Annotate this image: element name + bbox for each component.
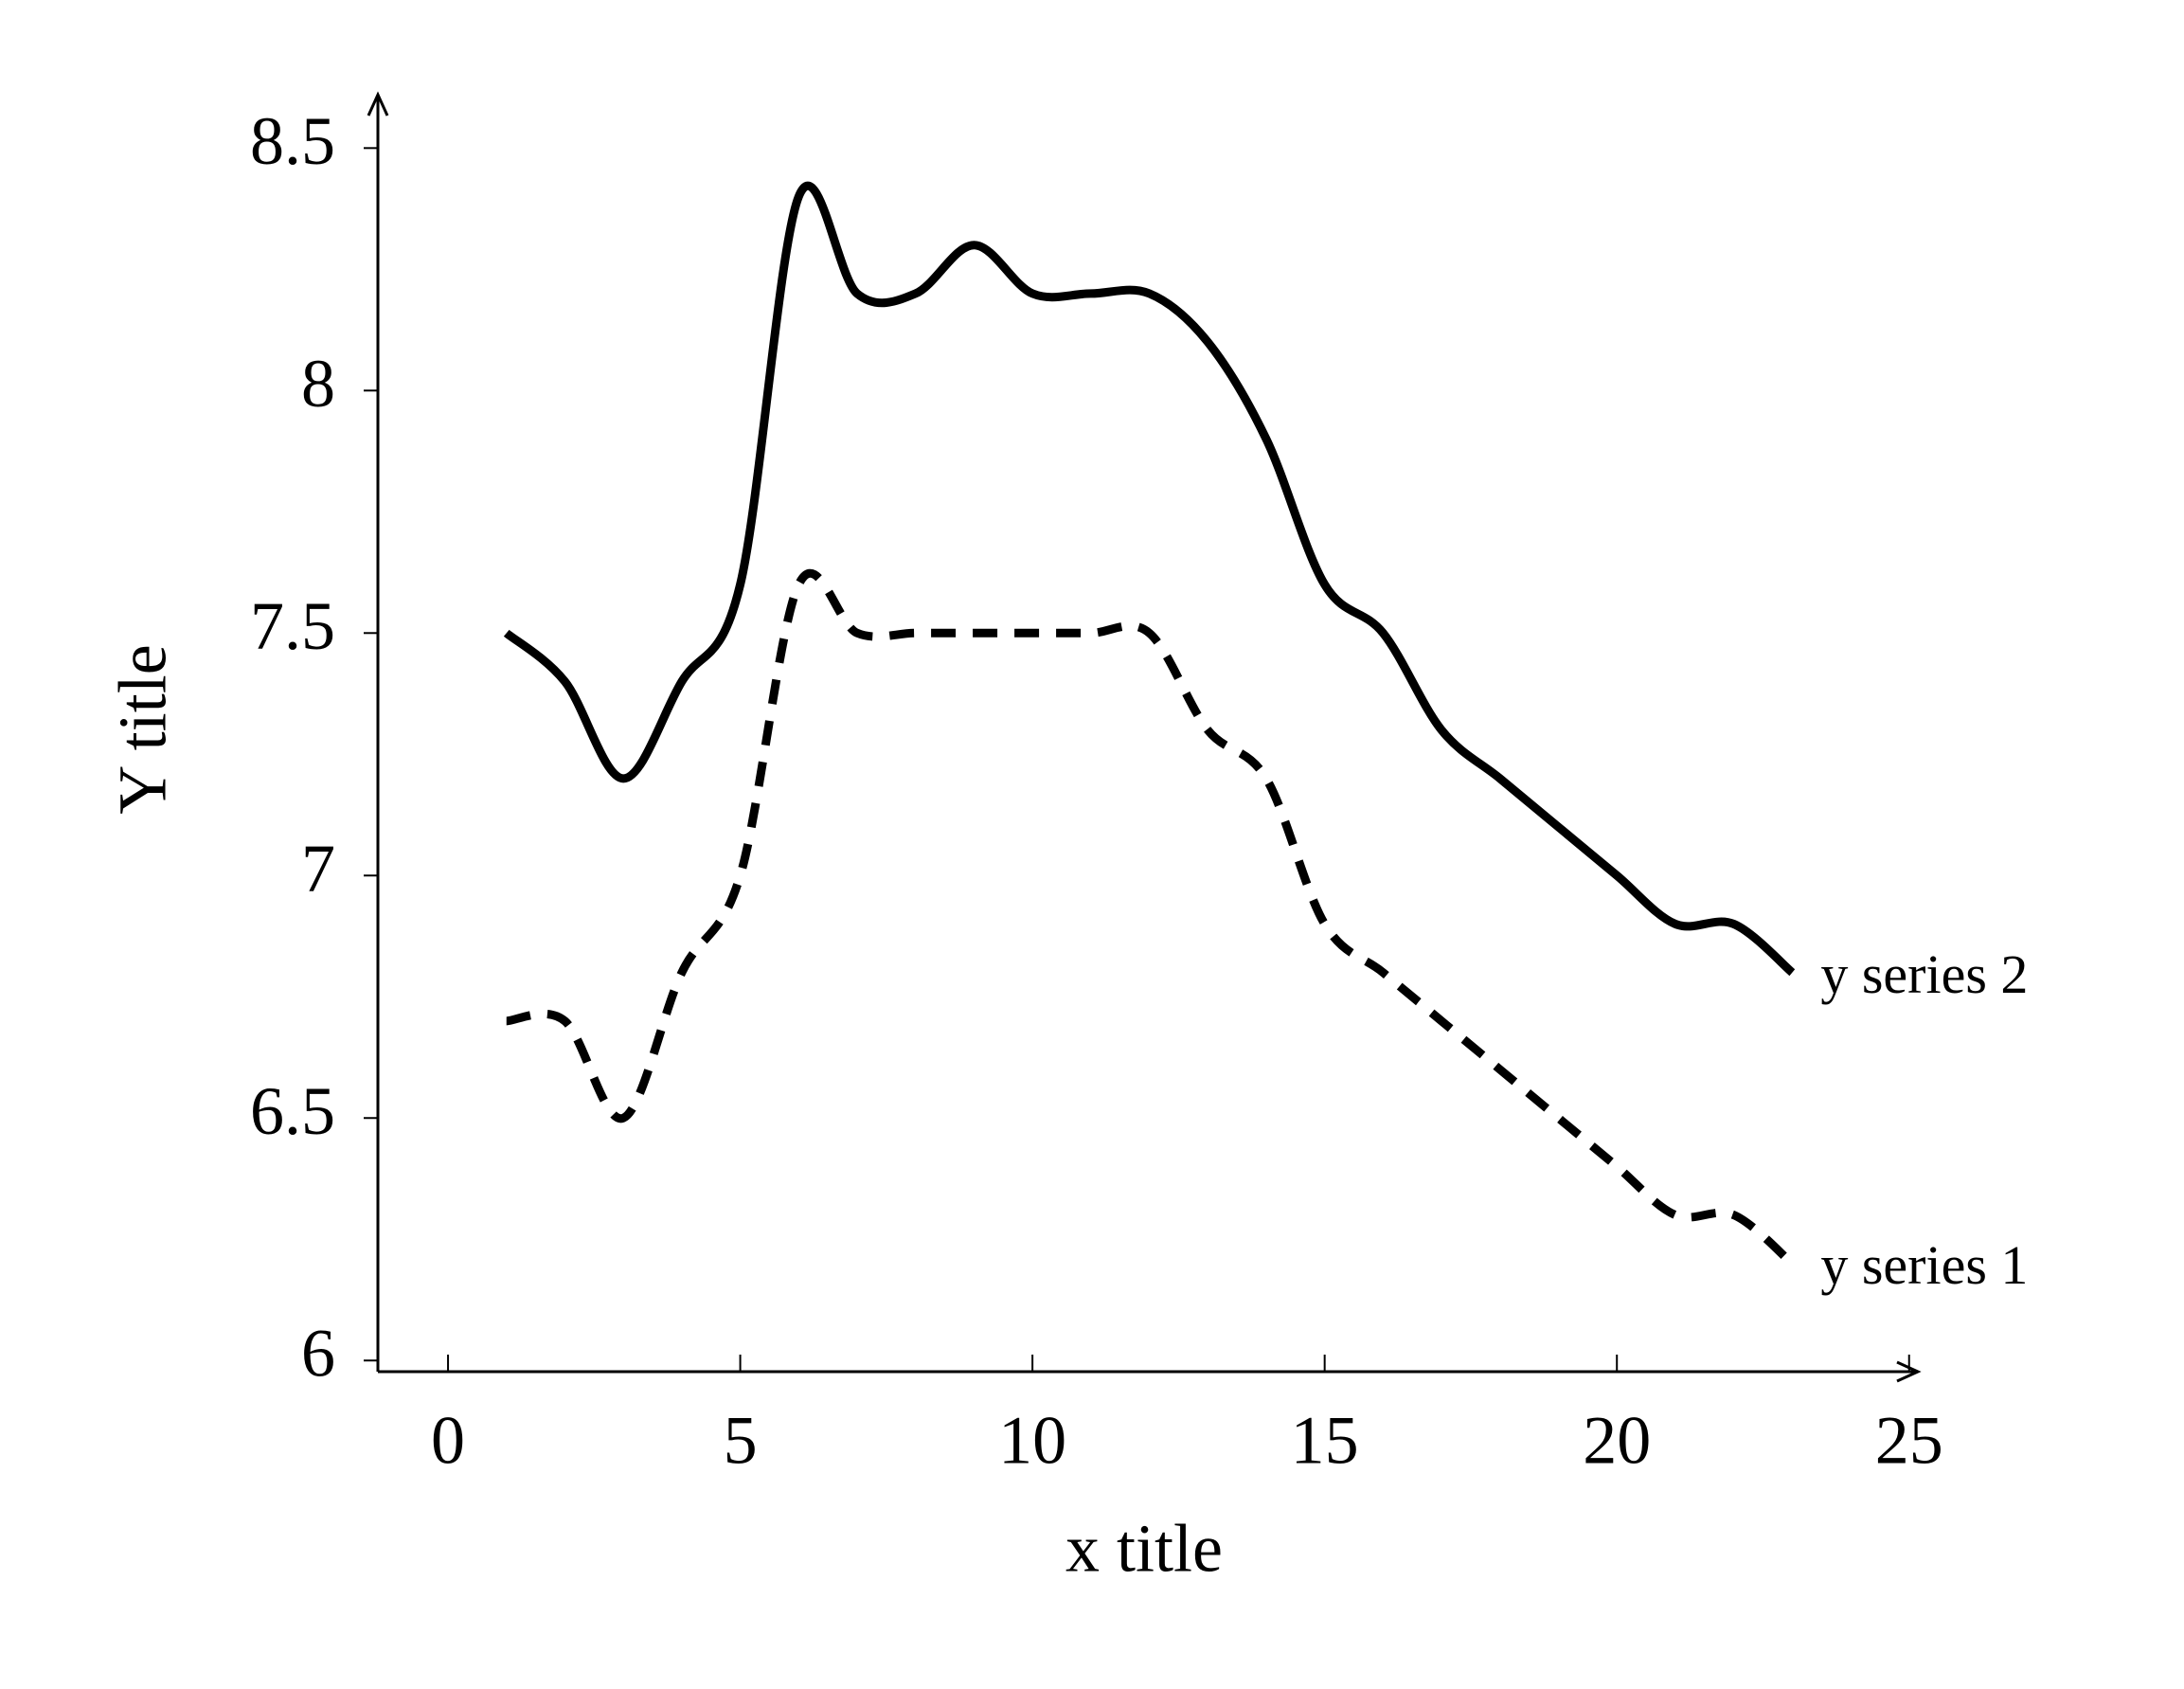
series-line — [506, 568, 1796, 1267]
y-axis-arrow — [367, 91, 389, 117]
y-tick-label: 8.5 — [250, 103, 335, 179]
y-tick-label: 7.5 — [250, 588, 335, 664]
series-label: y series 1 — [1820, 1234, 2028, 1296]
series-line — [503, 181, 1796, 977]
y-axis-title: Y title — [105, 644, 181, 814]
x-tick-label: 15 — [1291, 1403, 1359, 1479]
y-tick-label: 7 — [301, 831, 335, 907]
x-tick-label: 20 — [1583, 1403, 1651, 1479]
x-axis-title: x title — [1065, 1511, 1223, 1587]
y-tick-label: 6 — [301, 1316, 335, 1392]
x-tick-label: 10 — [998, 1403, 1066, 1479]
x-axis-arrow — [1896, 1360, 1922, 1383]
y-tick-label: 8 — [301, 346, 335, 422]
y-tick-label: 6.5 — [250, 1073, 335, 1149]
x-tick-label: 5 — [724, 1403, 758, 1479]
x-tick-label: 0 — [431, 1403, 465, 1479]
series-label: y series 2 — [1820, 943, 2028, 1005]
x-tick-label: 25 — [1875, 1403, 1943, 1479]
